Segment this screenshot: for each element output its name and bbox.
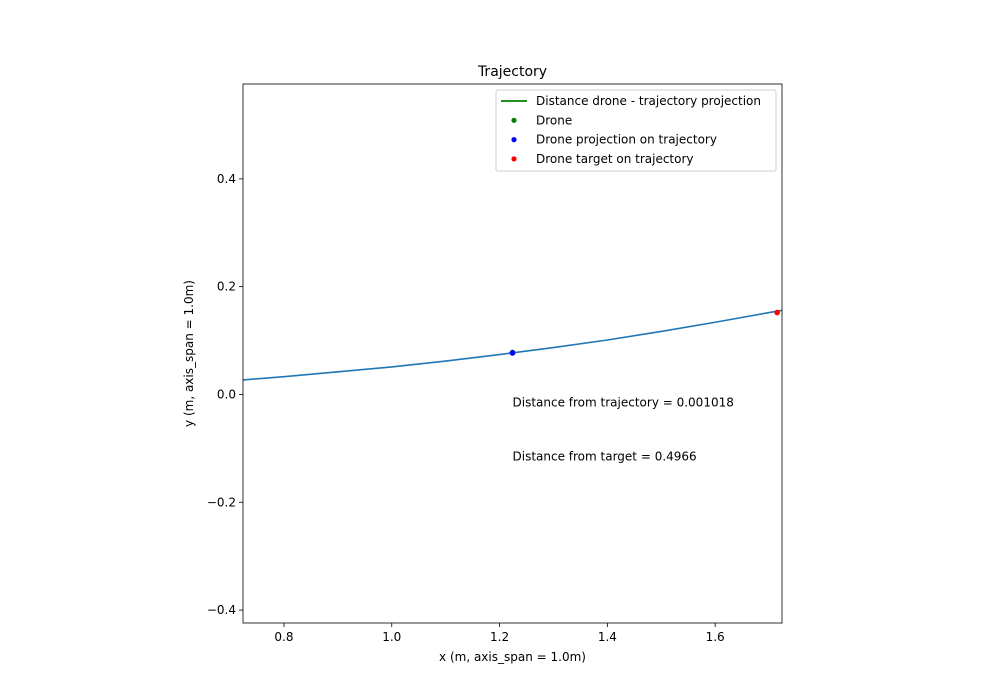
y-tick-label: −0.2 (207, 495, 236, 509)
legend-dot-swatch (511, 156, 517, 162)
legend-label: Distance drone - trajectory projection (536, 94, 761, 108)
legend-dot-swatch (511, 117, 517, 123)
drone-target-point (774, 309, 780, 316)
x-tick-label: 0.8 (274, 630, 293, 644)
y-tick-label: 0.4 (217, 172, 236, 186)
annotation-text: Distance from target = 0.4966 (513, 449, 697, 463)
y-axis-label: y (m, axis_span = 1.0m) (182, 280, 196, 427)
annotation-text: Distance from trajectory = 0.001018 (513, 396, 734, 410)
x-tick-label: 1.0 (382, 630, 401, 644)
x-tick-label: 1.6 (706, 630, 725, 644)
legend-label: Drone projection on trajectory (536, 133, 717, 147)
chart-title: Trajectory (477, 64, 547, 80)
drone-projection-point (509, 350, 516, 356)
y-tick-label: 0.0 (217, 387, 236, 401)
legend-label: Drone target on trajectory (536, 152, 694, 166)
plot-frame (242, 83, 783, 624)
x-tick-label: 1.4 (598, 630, 617, 644)
x-axis-label: x (m, axis_span = 1.0m) (439, 650, 586, 664)
legend-box (495, 89, 777, 172)
y-tick-label: −0.4 (207, 603, 236, 617)
trajectory-line (243, 309, 782, 381)
y-tick-label: 0.2 (217, 280, 236, 294)
legend-dot-swatch (511, 137, 517, 143)
legend-label: Drone (536, 113, 572, 127)
x-tick-label: 1.2 (490, 630, 509, 644)
